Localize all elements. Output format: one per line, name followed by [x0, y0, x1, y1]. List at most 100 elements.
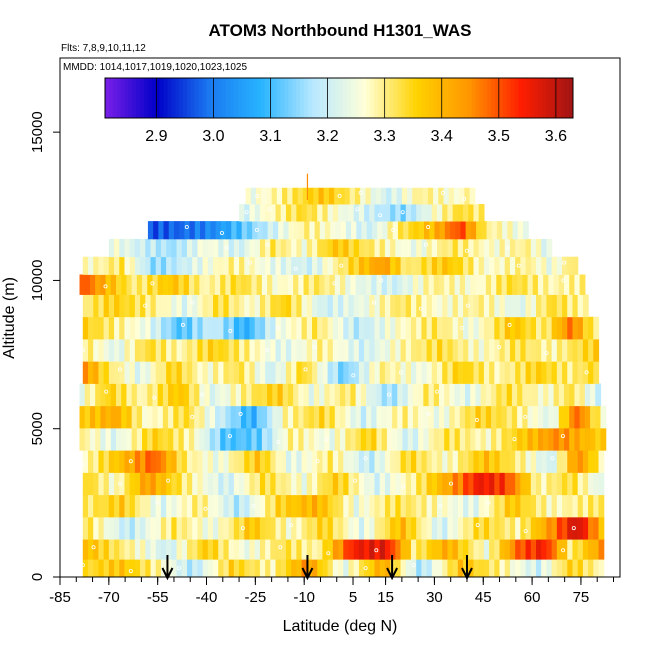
colorbar-segment: [315, 78, 320, 118]
heatmap-cell: [520, 361, 527, 384]
sample-marker: [562, 260, 567, 265]
heatmap-cell: [110, 383, 117, 407]
heatmap-cell: [421, 316, 428, 340]
heatmap-cell: [228, 450, 235, 473]
heatmap-cell: [322, 472, 329, 496]
colorbar-segment: [354, 78, 359, 118]
heatmap-cell: [400, 361, 407, 384]
heatmap-cell: [207, 516, 214, 540]
heatmap-cell: [93, 539, 100, 560]
heatmap-cell: [270, 516, 277, 540]
heatmap-cell: [176, 494, 183, 518]
heatmap-cell: [210, 221, 217, 240]
sample-marker: [486, 500, 491, 505]
heatmap-cell: [426, 361, 433, 384]
heatmap-cell: [205, 221, 212, 240]
heatmap-cell: [379, 539, 386, 560]
colorbar: 2.9 3.0 3.1 3.2 3.3 3.4 3.5 3.6: [104, 77, 574, 145]
heatmap-cell: [267, 427, 273, 451]
heatmap-cell: [225, 383, 232, 407]
heatmap-cell: [98, 294, 105, 318]
heatmap-cell: [84, 427, 91, 451]
heatmap-cell: [530, 516, 537, 540]
heatmap-cell: [360, 274, 367, 295]
heatmap-cell: [213, 238, 219, 258]
heatmap-cell: [536, 361, 542, 384]
heatmap-cell: [442, 472, 449, 496]
heatmap-cell: [119, 316, 126, 340]
heatmap-cell: [93, 559, 100, 577]
sample-marker: [497, 345, 502, 350]
heatmap-cell: [259, 238, 266, 258]
heatmap-cell: [197, 539, 204, 560]
heatmap-cell: [509, 238, 516, 258]
heatmap-cell: [447, 539, 454, 560]
heatmap-cell: [405, 450, 412, 473]
heatmap-cell: [512, 221, 519, 240]
heatmap-cell: [213, 472, 219, 496]
heatmap-cell: [93, 472, 100, 496]
heatmap-cell: [582, 316, 589, 340]
heatmap-cell: [244, 256, 251, 275]
heatmap-cell: [454, 405, 461, 429]
heatmap-cell: [358, 450, 365, 473]
heatmap-cell: [280, 339, 287, 362]
heatmap-cell: [426, 316, 433, 340]
heatmap-cell: [142, 383, 148, 407]
heatmap-cell: [228, 316, 235, 340]
heatmap-cell: [301, 472, 308, 496]
heatmap-cell: [356, 221, 363, 240]
heatmap-cell: [218, 539, 225, 560]
heatmap-cell: [312, 256, 318, 275]
heatmap-cell: [525, 450, 532, 473]
heatmap-cell: [166, 516, 172, 540]
sample-marker: [227, 434, 232, 439]
heatmap-cell: [598, 450, 605, 473]
heatmap-cell: [249, 238, 256, 258]
heatmap-cell: [353, 204, 360, 222]
heatmap-cell: [551, 361, 558, 384]
heatmap-cell: [108, 256, 115, 275]
heatmap-cell: [454, 383, 461, 407]
heatmap-cell: [546, 238, 553, 258]
heatmap-cell: [390, 316, 396, 340]
heatmap-cell: [82, 316, 89, 340]
heatmap-cell: [468, 238, 475, 258]
heatmap-cell: [244, 204, 251, 222]
heatmap-cell: [562, 559, 568, 577]
heatmap-cell: [291, 294, 297, 318]
heatmap-cell: [449, 427, 456, 451]
heatmap-cell: [572, 472, 579, 496]
colorbar-segment: [378, 78, 383, 118]
heatmap-cell: [192, 539, 198, 560]
heatmap-cell: [546, 494, 553, 518]
sample-marker: [400, 210, 405, 215]
colorbar-segment: [276, 78, 281, 118]
colorbar-segment: [541, 78, 547, 118]
heatmap-cell: [395, 339, 402, 362]
heatmap-cell: [265, 472, 271, 496]
heatmap-cell: [459, 187, 465, 205]
heatmap-cell: [418, 383, 424, 407]
heatmap-cell: [140, 494, 146, 518]
heatmap-cell: [131, 383, 138, 407]
heatmap-cell: [197, 494, 204, 518]
heatmap-cell: [181, 316, 188, 340]
heatmap-cell: [277, 405, 284, 429]
heatmap-cell: [312, 539, 318, 560]
heatmap-cell: [322, 539, 329, 560]
heatmap-cell: [374, 238, 381, 258]
heatmap-cell: [306, 339, 313, 362]
heatmap-cell: [275, 450, 282, 473]
heatmap-cell: [306, 494, 313, 518]
heatmap-cell: [431, 316, 438, 340]
heatmap-cell: [282, 427, 289, 451]
heatmap-cell: [437, 256, 443, 275]
heatmap-cell: [459, 427, 466, 451]
heatmap-cell: [301, 238, 308, 258]
heatmap-cell: [246, 405, 253, 429]
heatmap-cell: [114, 516, 120, 540]
heatmap-cell: [343, 494, 350, 518]
heatmap-cell: [166, 339, 172, 362]
heatmap-cell: [176, 472, 183, 496]
